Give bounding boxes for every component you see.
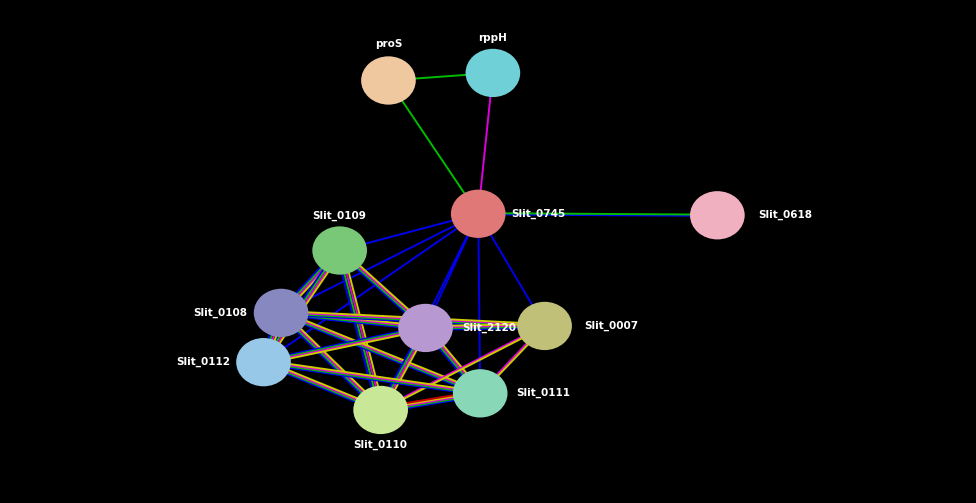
Ellipse shape [312, 226, 367, 275]
Text: Slit_0108: Slit_0108 [193, 308, 248, 318]
Text: Slit_0007: Slit_0007 [584, 321, 638, 331]
Text: Slit_0110: Slit_0110 [353, 440, 408, 450]
Text: Slit_0618: Slit_0618 [758, 210, 813, 220]
Text: Slit_0109: Slit_0109 [312, 211, 367, 221]
Ellipse shape [353, 386, 408, 434]
Text: proS: proS [375, 39, 402, 49]
Ellipse shape [254, 289, 308, 337]
Ellipse shape [451, 190, 506, 238]
Text: Slit_0745: Slit_0745 [511, 209, 566, 219]
Text: rppH: rppH [478, 33, 508, 43]
Ellipse shape [236, 338, 291, 386]
Ellipse shape [517, 302, 572, 350]
Ellipse shape [361, 56, 416, 105]
Ellipse shape [453, 369, 508, 417]
Ellipse shape [398, 304, 453, 352]
Ellipse shape [690, 191, 745, 239]
Ellipse shape [466, 49, 520, 97]
Text: Slit_0111: Slit_0111 [516, 388, 571, 398]
Text: Slit_2120: Slit_2120 [462, 323, 516, 333]
Text: Slit_0112: Slit_0112 [176, 357, 230, 367]
